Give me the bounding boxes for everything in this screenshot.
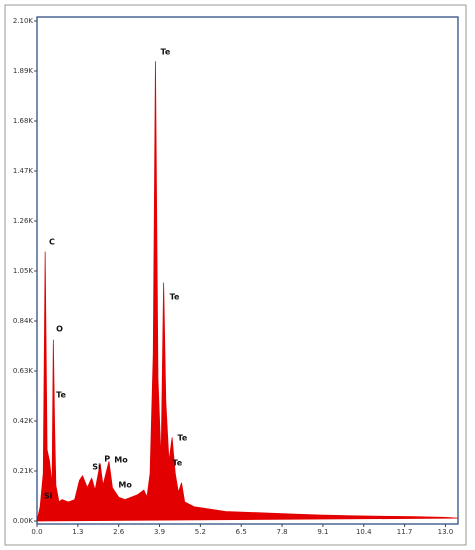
x-tick-label: 11.7: [397, 528, 413, 536]
peak-label: P: [104, 455, 110, 464]
x-tick-label: 9.1: [317, 528, 328, 536]
x-tick-label: 3.9: [154, 528, 165, 536]
peak-label: Mo: [118, 481, 132, 490]
y-tick-label: 1.26K: [13, 217, 34, 225]
peak-label: Si: [44, 492, 53, 501]
x-tick-label: 10.4: [356, 528, 372, 536]
y-tick-label: 0.63K: [13, 367, 34, 375]
peak-label: Te: [160, 47, 170, 56]
x-tick-label: 13.0: [438, 528, 454, 536]
x-tick-label: 7.8: [276, 528, 287, 536]
spectrum-area: [36, 61, 459, 522]
y-tick-label: 0.00K: [13, 517, 34, 525]
plot-frame: [36, 16, 459, 525]
x-tick-label: 2.6: [113, 528, 125, 536]
y-tick-label: 0.42K: [13, 417, 34, 425]
peak-label: O: [56, 324, 63, 333]
y-tick-label: 1.05K: [13, 267, 34, 275]
peak-label: Mo: [114, 456, 128, 465]
peak-label: Te: [170, 292, 180, 301]
peak-label: Te: [56, 391, 66, 400]
y-tick-label: 0.84K: [13, 317, 34, 325]
y-tick-label: 1.89K: [13, 67, 34, 75]
x-tick-label: 0.0: [31, 528, 42, 536]
y-tick-label: 2.10K: [13, 17, 34, 25]
x-tick-label: 1.3: [72, 528, 83, 536]
y-tick-label: 1.68K: [13, 117, 34, 125]
peak-label: Te: [177, 433, 187, 442]
peak-label: C: [49, 237, 55, 246]
x-tick-label: 5.2: [195, 528, 206, 536]
y-tick-label: 1.47K: [13, 167, 34, 175]
plot-area: [36, 61, 459, 522]
outer-frame: [4, 4, 467, 546]
y-tick-label: 0.21K: [13, 467, 34, 475]
x-tick-label: 6.5: [236, 528, 247, 536]
peak-label: Si: [92, 462, 101, 471]
peak-label: Te: [172, 458, 182, 467]
